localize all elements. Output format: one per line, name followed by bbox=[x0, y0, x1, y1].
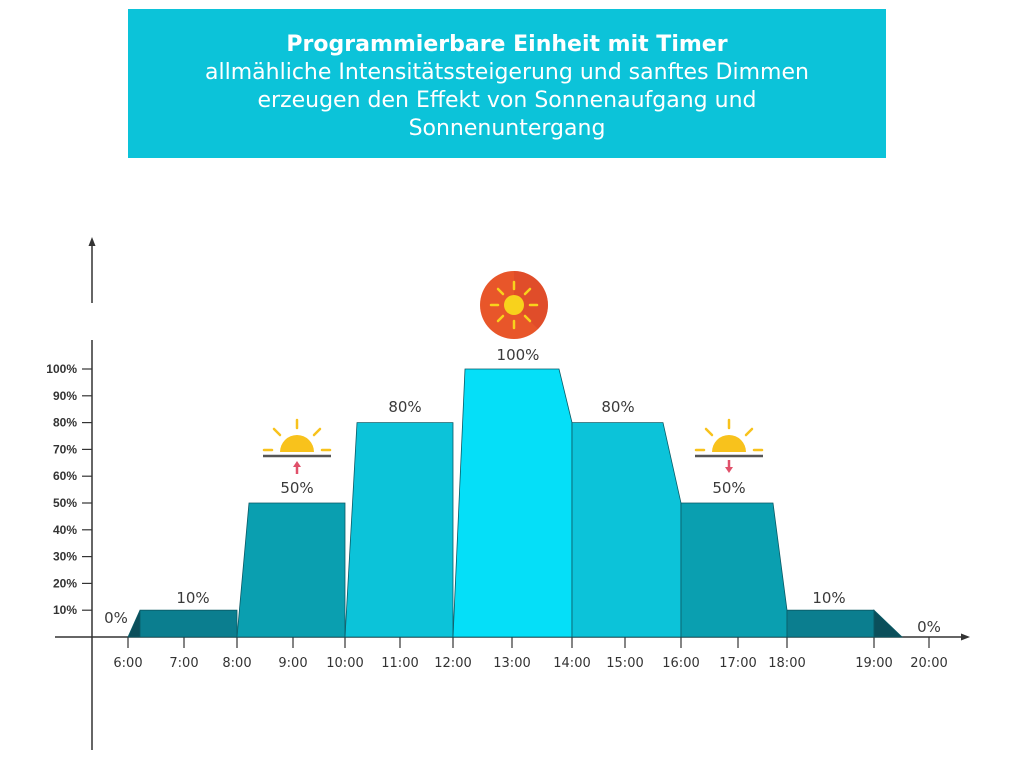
x-tick-label: 19:00 bbox=[855, 656, 892, 671]
x-tick-label: 18:00 bbox=[768, 656, 805, 671]
data-label: 0% bbox=[104, 609, 128, 627]
intensity-segment bbox=[236, 502, 346, 638]
y-tick-label: 90% bbox=[53, 389, 77, 403]
y-axis bbox=[88, 237, 96, 750]
y-tick-label: 50% bbox=[53, 496, 77, 510]
x-tick-label: 13:00 bbox=[493, 656, 530, 671]
x-tick-label: 15:00 bbox=[606, 656, 643, 671]
intensity-segment bbox=[873, 609, 903, 638]
chart-title: Programmierbare Einheit mit Timer bbox=[286, 32, 728, 57]
data-label: 50% bbox=[712, 479, 745, 497]
data-label-group: 0% 10% 50% 80% 100% 80% 50% 10% 0% bbox=[104, 346, 941, 636]
intensity-segment bbox=[344, 422, 454, 638]
x-tick-label: 12:00 bbox=[434, 656, 471, 671]
x-tick-label: 6:00 bbox=[113, 656, 142, 671]
sun-icon bbox=[480, 271, 548, 339]
x-tick-label: 17:00 bbox=[719, 656, 756, 671]
y-tick-label: 30% bbox=[53, 550, 77, 564]
y-tick-label: 100% bbox=[46, 362, 77, 376]
y-tick-group: 10% 20% 30% 40% 50% 60% 70% 80% 90% 100% bbox=[46, 362, 92, 617]
x-tick-label: 11:00 bbox=[381, 656, 418, 671]
x-tick-label: 14:00 bbox=[553, 656, 590, 671]
intensity-segment bbox=[680, 502, 788, 638]
x-tick-label: 7:00 bbox=[169, 656, 198, 671]
y-tick-label: 20% bbox=[53, 576, 77, 590]
title-banner: Programmierbare Einheit mit Timer allmäh… bbox=[128, 9, 886, 158]
intensity-segment bbox=[571, 422, 682, 638]
y-tick-label: 40% bbox=[53, 523, 77, 537]
x-tick-label: 16:00 bbox=[662, 656, 699, 671]
intensity-area bbox=[127, 368, 903, 638]
data-label: 10% bbox=[812, 589, 845, 607]
x-tick-label: 10:00 bbox=[326, 656, 363, 671]
y-tick-label: 80% bbox=[53, 416, 77, 430]
intensity-segment bbox=[452, 368, 573, 638]
y-tick-label: 60% bbox=[53, 469, 77, 483]
data-label: 0% bbox=[917, 618, 941, 636]
intensity-segment bbox=[786, 609, 875, 638]
x-tick-label: 8:00 bbox=[222, 656, 251, 671]
y-tick-label: 70% bbox=[53, 442, 77, 456]
data-label: 50% bbox=[280, 479, 313, 497]
y-tick-label: 10% bbox=[53, 603, 77, 617]
sunset-icon bbox=[694, 418, 764, 473]
data-label: 80% bbox=[601, 398, 634, 416]
x-tick-group: 6:00 7:00 8:00 9:00 10:00 11:00 12:00 13:00 14:0… bbox=[113, 637, 948, 671]
data-label: 10% bbox=[176, 589, 209, 607]
intensity-segment bbox=[139, 609, 238, 638]
intensity-segment bbox=[127, 610, 141, 638]
x-tick-label: 9:00 bbox=[278, 656, 307, 671]
data-label: 80% bbox=[388, 398, 421, 416]
chart-subtitle: allmähliche Intensitätssteigerung und sa… bbox=[205, 60, 809, 141]
x-tick-label: 20:00 bbox=[910, 656, 947, 671]
data-label: 100% bbox=[497, 346, 540, 364]
sunrise-icon bbox=[262, 418, 332, 474]
